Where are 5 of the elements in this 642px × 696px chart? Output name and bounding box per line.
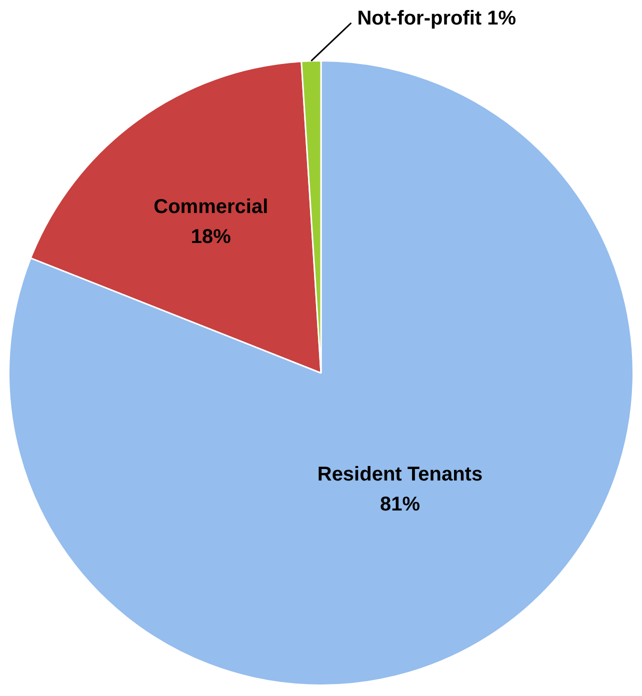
data-label: 81% [380,494,420,516]
slice-label: Not-for-profit 1% [357,7,516,30]
slice-label: Resident Tenants [317,464,483,486]
data-label: 18% [190,226,232,248]
slice-label: Commercial [154,196,268,218]
